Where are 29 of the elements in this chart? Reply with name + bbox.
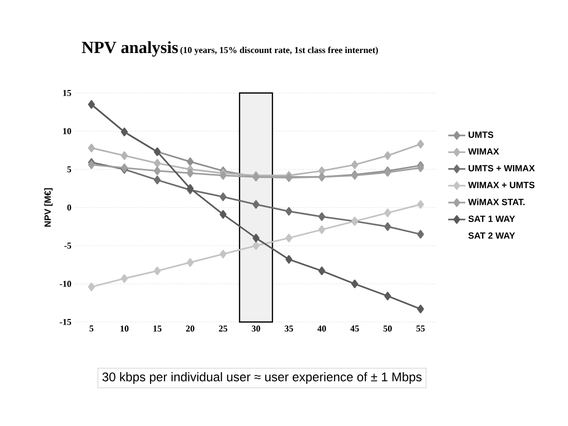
x-tick-label: 15 — [153, 326, 162, 332]
x-tick-label: 35 — [284, 326, 294, 332]
y-tick-label: 5 — [67, 166, 72, 172]
y-tick-label: 0 — [67, 204, 72, 211]
chart-subtitle: (10 years, 15% discount rate, 1st class free internet) — [180, 46, 378, 55]
text: 30 kbps per individual user ≈ user experience of ± 1 Mbps — [102, 372, 422, 384]
x-tick-label: 10 — [120, 326, 129, 332]
x-tick-label: 25 — [218, 326, 228, 332]
y-tick-label: 15 — [63, 90, 72, 96]
chart-title: NPV analysis — [82, 41, 178, 57]
x-tick-label: 30 — [252, 326, 260, 332]
text: SAT 2 WAY — [468, 232, 515, 239]
legend-label: WIMAX — [468, 148, 500, 155]
x-tick-label: 40 — [317, 326, 326, 332]
legend-label: UMTS + WIMAX — [468, 165, 535, 172]
legend-label: WIMAX + UMTS — [468, 182, 534, 188]
y-tick-label: -5 — [64, 242, 72, 249]
x-tick-label: 20 — [186, 326, 194, 332]
y-tick-label: -15 — [60, 318, 72, 326]
y-tick-label: 10 — [63, 128, 72, 134]
x-tick-label: 5 — [90, 326, 94, 332]
legend-label: UMTS — [468, 132, 494, 138]
legend-label: WiMAX STAT. — [468, 198, 525, 206]
x-tick-label: 50 — [383, 326, 392, 332]
y-tick-label: -10 — [60, 280, 72, 287]
x-tick-label: 55 — [416, 326, 425, 332]
x-tick-label: 45 — [350, 326, 359, 332]
y-axis-title: NPV [M€] — [44, 188, 53, 227]
legend-label: SAT 1 WAY — [468, 216, 515, 222]
